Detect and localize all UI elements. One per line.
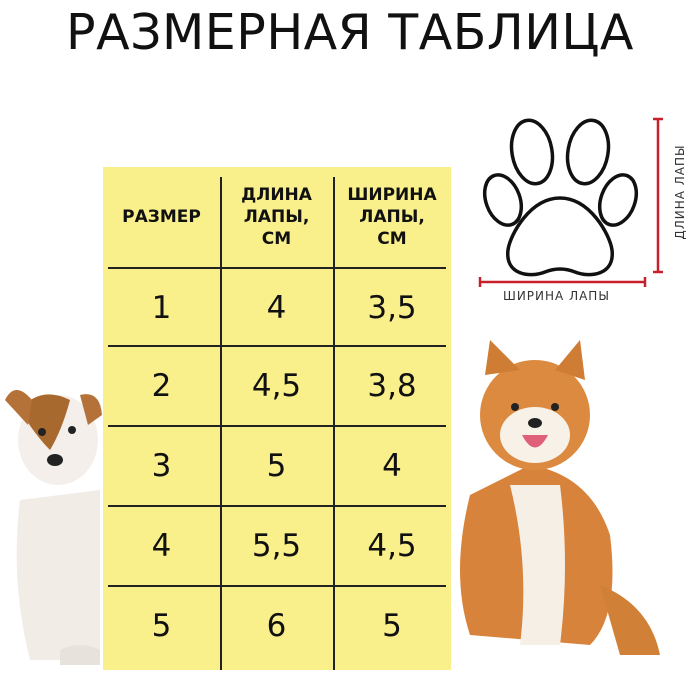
row-divider bbox=[108, 425, 446, 427]
table-cell: 5 bbox=[151, 607, 172, 644]
table-cell: 3,5 bbox=[367, 289, 417, 326]
paw-print-icon bbox=[482, 118, 639, 277]
table-cell: 3,8 bbox=[367, 367, 417, 404]
row-divider bbox=[108, 345, 446, 347]
table-cell: 3 bbox=[151, 447, 172, 484]
table-cell: 4 bbox=[382, 447, 402, 484]
length-measure-line bbox=[653, 117, 663, 274]
table-cell: 1 bbox=[151, 289, 172, 326]
jack-russell-dog-image bbox=[5, 390, 102, 665]
column-divider bbox=[333, 177, 335, 670]
paw-length-label: ДЛИНА ЛАПЫ bbox=[673, 144, 687, 240]
table-cell: 4 bbox=[266, 289, 287, 326]
table-cell: 5 bbox=[382, 607, 402, 644]
size-table: РАЗМЕР ДЛИНА ЛАПЫ, СМ ШИРИНА ЛАПЫ, СМ 1 4… bbox=[103, 167, 451, 670]
table-cell: 6 bbox=[266, 607, 287, 644]
header-size: РАЗМЕР bbox=[122, 207, 201, 227]
width-measure-line bbox=[478, 277, 647, 287]
table-cell: 4,5 bbox=[367, 527, 417, 564]
row-divider bbox=[108, 585, 446, 587]
table-cell: 5,5 bbox=[251, 527, 302, 564]
header-paw-width: ШИРИНА ЛАПЫ, СМ bbox=[347, 185, 437, 249]
shiba-inu-dog-image bbox=[460, 340, 660, 655]
page-title: РАЗМЕРНАЯ ТАБЛИЦА bbox=[66, 4, 634, 61]
table-cell: 4,5 bbox=[251, 367, 302, 404]
row-divider bbox=[108, 505, 446, 507]
row-divider bbox=[108, 267, 446, 269]
table-cell: 2 bbox=[151, 367, 172, 404]
table-cell: 4 bbox=[151, 527, 172, 564]
table-cell: 5 bbox=[266, 447, 287, 484]
paw-width-label: ШИРИНА ЛАПЫ bbox=[503, 289, 610, 303]
paw-diagram bbox=[478, 117, 663, 287]
header-paw-length: ДЛИНА ЛАПЫ, СМ bbox=[241, 185, 312, 249]
column-divider bbox=[220, 177, 222, 670]
